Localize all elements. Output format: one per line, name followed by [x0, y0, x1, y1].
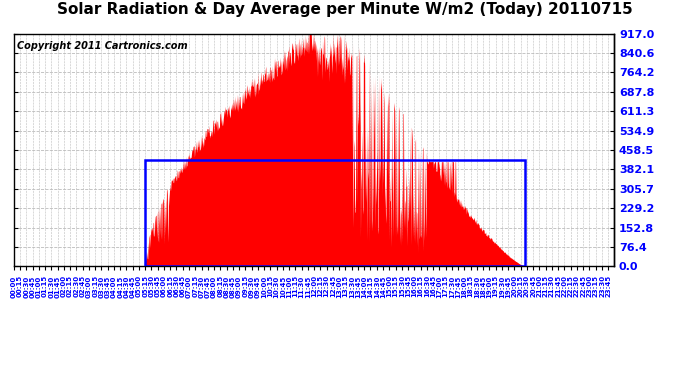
Bar [145, 160, 525, 266]
Text: Copyright 2011 Cartronics.com: Copyright 2011 Cartronics.com [17, 41, 188, 51]
Text: Solar Radiation & Day Average per Minute W/m2 (Today) 20110715: Solar Radiation & Day Average per Minute… [57, 2, 633, 17]
